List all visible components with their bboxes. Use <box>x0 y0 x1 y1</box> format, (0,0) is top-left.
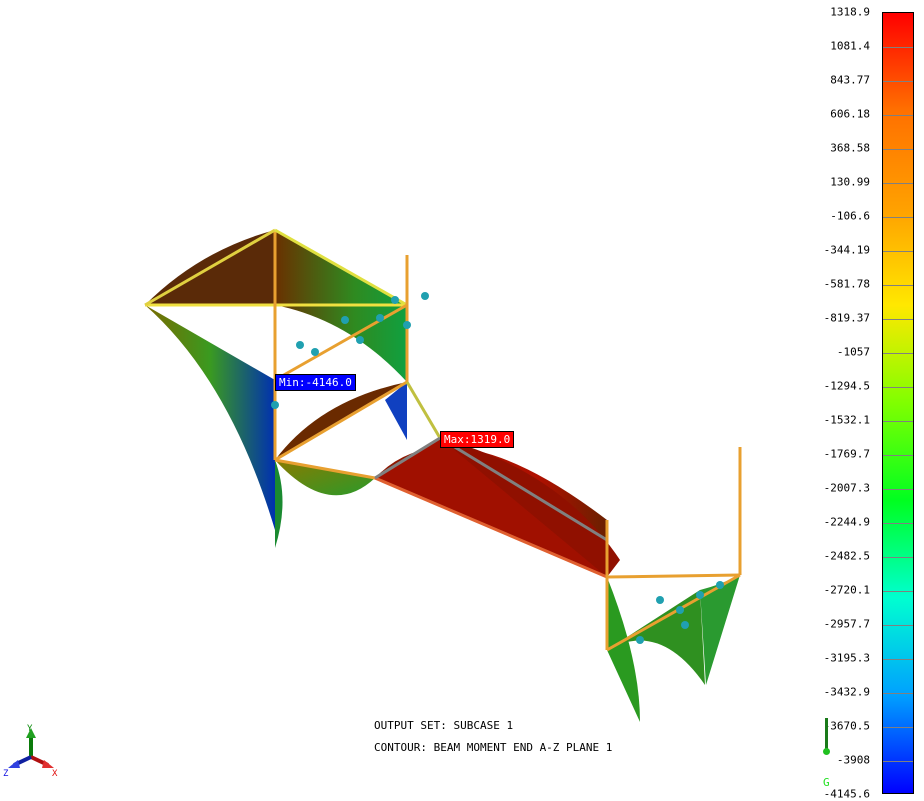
diagram-top-right <box>275 230 407 305</box>
legend-label: -3432.9 <box>823 685 870 699</box>
legend-tick <box>883 625 913 626</box>
max-label: Max: <box>444 433 471 446</box>
legend-tick <box>883 81 913 82</box>
legend-label: -2007.3 <box>823 481 870 495</box>
legend-tick <box>883 319 913 320</box>
legend-label: 1081.4 <box>830 39 870 53</box>
legend-label: -819.37 <box>823 311 870 325</box>
load-arrows <box>271 292 724 644</box>
legend-label: 843.77 <box>830 73 870 87</box>
diagram-right-end <box>700 575 740 685</box>
gravity-arrow-icon <box>825 718 828 752</box>
legend-tick <box>883 47 913 48</box>
contour-color-bar <box>882 12 914 794</box>
legend-tick <box>883 353 913 354</box>
legend-label: -1769.7 <box>823 447 870 461</box>
legend-label: -3195.3 <box>823 651 870 665</box>
legend-tick <box>883 251 913 252</box>
y-axis-label: Y <box>27 724 33 734</box>
legend-label: -2244.9 <box>823 515 870 529</box>
legend-label: -106.6 <box>830 209 870 223</box>
legend-label: -581.78 <box>823 277 870 291</box>
legend-label: -2720.1 <box>823 583 870 597</box>
legend-tick <box>883 761 913 762</box>
legend-tick <box>883 727 913 728</box>
min-label: Min: <box>279 376 306 389</box>
diagram-red-2 <box>375 438 607 577</box>
diagram-red-3 <box>440 438 620 577</box>
legend-label: -344.19 <box>823 243 870 257</box>
diagram-blue <box>385 382 407 440</box>
legend-label: -1057 <box>836 345 870 359</box>
legend-label: 130.99 <box>830 175 870 189</box>
legend-label: -4145.6 <box>823 787 870 801</box>
legend-label: 368.58 <box>830 141 870 155</box>
max-marker: Max:1319.0 <box>440 431 515 448</box>
max-value: 1319.0 <box>470 433 511 446</box>
min-value: -4146.0 <box>305 376 352 389</box>
legend-tick <box>883 387 913 388</box>
x-axis-label: X <box>52 769 58 779</box>
legend-tick <box>883 285 913 286</box>
legend-tick <box>883 115 913 116</box>
contour-text: CONTOUR: BEAM MOMENT END A-Z PLANE 1 <box>374 741 613 754</box>
legend-tick <box>883 591 913 592</box>
beam-elements <box>144 228 742 652</box>
legend-tick <box>883 149 913 150</box>
diagram-lower <box>275 460 375 496</box>
legend-label: -3670.5 <box>823 719 870 733</box>
legend-tick <box>883 455 913 456</box>
legend-tick <box>883 183 913 184</box>
legend-label: -2482.5 <box>823 549 870 563</box>
diagram-bottom-left <box>275 460 283 548</box>
legend-tick <box>883 489 913 490</box>
min-marker: Min:-4146.0 <box>275 374 356 391</box>
gravity-arrow-head-icon <box>823 748 830 755</box>
legend-tick <box>883 557 913 558</box>
gravity-label: G <box>823 776 830 789</box>
legend-tick <box>883 693 913 694</box>
diagram-left-lower <box>145 305 275 530</box>
legend-label: -1532.1 <box>823 413 870 427</box>
output-set-text: OUTPUT SET: SUBCASE 1 <box>374 719 514 732</box>
legend-tick <box>883 421 913 422</box>
legend-tick <box>883 659 913 660</box>
legend-label: -1294.5 <box>823 379 870 393</box>
z-axis-label: Z <box>3 769 9 779</box>
diagram-right-lower <box>607 577 640 722</box>
legend-label: 1318.9 <box>830 5 870 19</box>
axis-triad: Y X Z <box>3 724 58 779</box>
legend-label: -2957.7 <box>823 617 870 631</box>
legend-tick <box>883 217 913 218</box>
legend-tick <box>883 523 913 524</box>
legend-label: -3908 <box>836 753 870 767</box>
legend-label: 606.18 <box>830 107 870 121</box>
